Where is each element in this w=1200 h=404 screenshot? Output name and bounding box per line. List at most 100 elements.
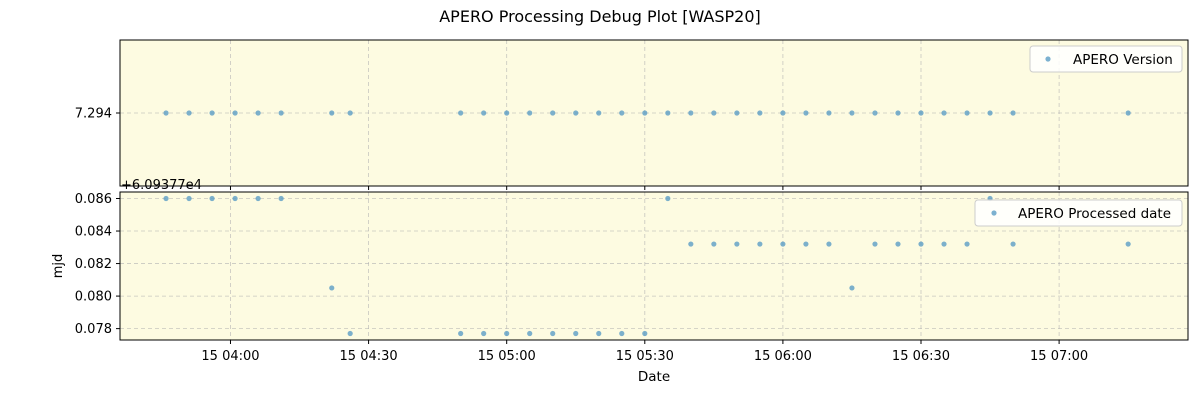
bottom-panel: 0.078 0.080 0.082 0.084 0.086 15 04:00 15 04:… — [51, 178, 1189, 385]
data-point — [329, 285, 335, 291]
bottom-legend: APERO Processed date — [974, 199, 1183, 227]
x-tick-label: 15 06:30 — [892, 349, 950, 364]
top-series-apero-version — [163, 110, 1131, 116]
data-point — [278, 195, 284, 202]
bottom-legend-box — [974, 199, 1183, 227]
bottom-y-ticks: 0.078 0.080 0.082 0.084 0.086 — [75, 192, 120, 337]
data-point — [504, 110, 510, 116]
data-point — [186, 110, 192, 116]
data-point — [849, 110, 855, 116]
data-point — [573, 110, 579, 116]
data-point — [596, 110, 602, 116]
bottom-grid — [120, 192, 1188, 340]
data-point — [481, 330, 487, 337]
data-point — [780, 241, 786, 247]
data-point — [255, 110, 261, 116]
data-point — [163, 110, 169, 116]
bottom-x-ticks: 15 04:00 15 04:30 15 05:00 15 05:30 15 06:00… — [201, 340, 1088, 364]
data-point — [458, 110, 464, 116]
data-point — [872, 241, 878, 247]
data-point — [711, 110, 717, 116]
data-point — [734, 110, 740, 116]
data-point — [458, 330, 464, 337]
data-point — [803, 241, 809, 247]
data-point — [278, 110, 284, 116]
x-tick-label: 15 04:00 — [201, 349, 259, 364]
data-point — [550, 330, 556, 337]
data-point — [1010, 110, 1016, 116]
data-point — [550, 110, 556, 116]
data-point — [1125, 241, 1131, 247]
data-point — [780, 110, 786, 116]
data-point — [1125, 110, 1131, 116]
data-point — [329, 110, 335, 116]
top-legend-box — [1029, 45, 1183, 73]
bottom-legend-marker — [991, 210, 997, 216]
x-tick-label: 15 05:30 — [616, 349, 674, 364]
x-tick-label: 15 06:00 — [754, 349, 812, 364]
data-point — [757, 241, 763, 247]
chart-title: APERO Processing Debug Plot [WASP20] — [439, 7, 761, 26]
data-point — [757, 110, 763, 116]
data-point — [872, 110, 878, 116]
x-tick-label: 15 04:30 — [340, 349, 398, 364]
bottom-axes-frame — [119, 191, 1189, 341]
top-y-tick-label: 7.294 — [75, 107, 112, 122]
data-point — [711, 241, 717, 247]
data-point — [918, 110, 924, 116]
data-point — [163, 195, 169, 202]
data-point — [964, 110, 970, 116]
data-point — [987, 110, 993, 116]
bottom-legend-label: APERO Processed date — [1018, 206, 1171, 222]
data-point — [665, 110, 671, 116]
bottom-y-tick-label: 0.078 — [75, 322, 112, 337]
data-point — [209, 195, 215, 202]
bottom-y-tick-label: 0.082 — [75, 257, 112, 272]
top-legend: APERO Version — [1029, 45, 1183, 73]
data-point — [596, 330, 602, 337]
data-point — [619, 330, 625, 337]
data-point — [895, 241, 901, 247]
data-point — [347, 110, 353, 116]
top-panel: 7.294 APERO Version — [75, 39, 1189, 190]
data-point — [527, 110, 533, 116]
data-point — [734, 241, 740, 247]
data-point — [895, 110, 901, 116]
data-point — [665, 195, 671, 202]
data-point — [826, 241, 832, 247]
data-point — [527, 330, 533, 337]
data-point — [619, 110, 625, 116]
data-point — [849, 285, 855, 291]
data-point — [232, 110, 238, 116]
x-tick-label: 15 07:00 — [1030, 349, 1088, 364]
data-point — [941, 110, 947, 116]
data-point — [642, 110, 648, 116]
data-point — [504, 330, 510, 337]
y-axis-label: mjd — [51, 254, 66, 279]
x-axis-label: Date — [638, 369, 670, 385]
data-point — [1010, 241, 1016, 247]
data-point — [209, 110, 215, 116]
top-x-ticks — [229, 186, 1060, 190]
top-y-ticks: 7.294 — [75, 107, 120, 122]
bottom-y-tick-label: 0.080 — [75, 290, 112, 305]
data-point — [918, 241, 924, 247]
data-point — [803, 110, 809, 116]
data-point — [232, 195, 238, 202]
data-point — [481, 110, 487, 116]
top-legend-marker — [1045, 56, 1051, 62]
data-point — [964, 241, 970, 247]
bottom-y-tick-label: 0.084 — [75, 225, 112, 240]
bottom-y-tick-label: 0.086 — [75, 192, 112, 207]
data-point — [255, 195, 261, 202]
data-point — [642, 330, 648, 337]
data-point — [688, 110, 694, 116]
data-point — [573, 330, 579, 337]
bottom-series-apero-processed-date — [163, 195, 1131, 337]
offset-label: +6.09377e4 — [121, 178, 202, 193]
data-point — [186, 195, 192, 202]
top-legend-label: APERO Version — [1073, 52, 1173, 68]
data-point — [688, 241, 694, 247]
